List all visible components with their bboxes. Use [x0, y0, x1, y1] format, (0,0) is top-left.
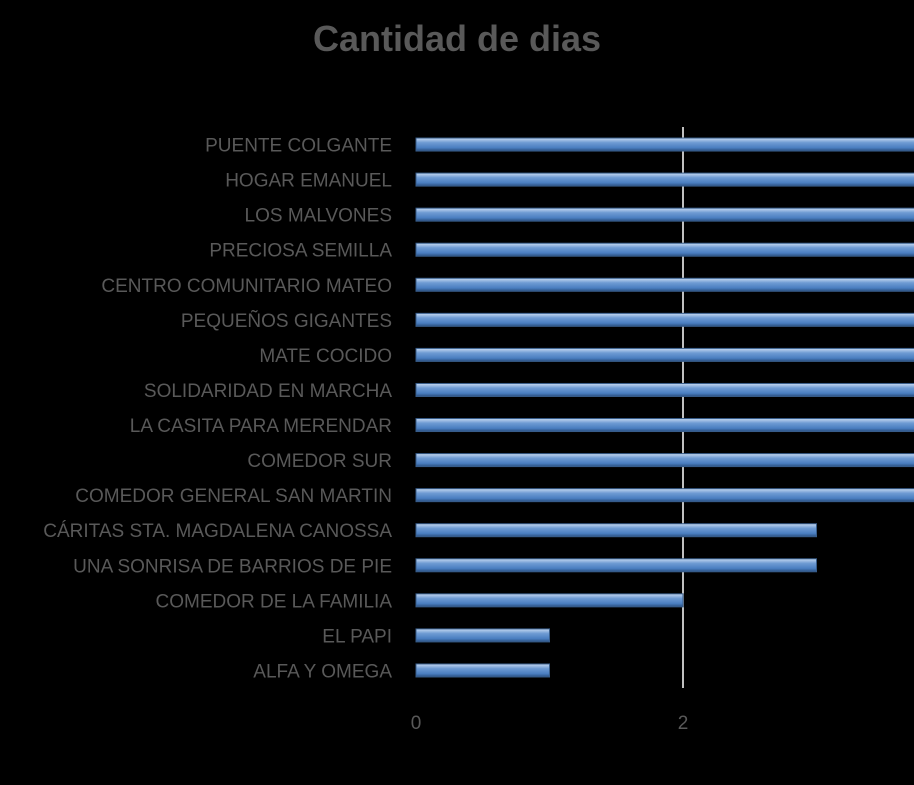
bar [415, 207, 914, 222]
category-label: ALFA Y OMEGA [253, 661, 392, 682]
chart-title: Cantidad de dias [312, 18, 602, 59]
bar [415, 347, 914, 362]
category-label: LA CASITA PARA MERENDAR [130, 416, 392, 437]
bar [415, 418, 914, 433]
category-label: HOGAR EMANUEL [225, 171, 392, 192]
category-label: MATE COCIDO [259, 346, 392, 367]
category-label: SOLIDARIDAD EN MARCHA [144, 381, 392, 402]
category-label: LOS MALVONES [245, 206, 392, 227]
category-label: PUENTE COLGANTE [205, 136, 392, 157]
bar [415, 382, 914, 397]
category-label: UNA SONRISA DE BARRIOS DE PIE [73, 556, 392, 577]
x-tick-label: 2 [678, 713, 689, 734]
bar [415, 453, 914, 468]
bar [415, 523, 817, 538]
category-label: PRECIOSA SEMILLA [209, 241, 392, 262]
x-tick-labels: 0246 [411, 713, 689, 734]
category-label: EL PAPI [322, 626, 392, 647]
category-label: COMEDOR GENERAL SAN MARTIN [75, 486, 392, 507]
bar [415, 242, 914, 257]
bars [415, 137, 914, 678]
bar [415, 277, 914, 292]
bar [415, 172, 914, 187]
bar [415, 312, 914, 327]
category-label: COMEDOR DE LA FAMILIA [156, 591, 393, 612]
bar [415, 593, 684, 608]
bar [415, 628, 550, 643]
bar [415, 137, 914, 152]
bar [415, 558, 817, 573]
bar [415, 663, 550, 678]
x-tick-label: 0 [411, 713, 422, 734]
category-label: COMEDOR SUR [247, 451, 392, 472]
category-label: CENTRO COMUNITARIO MATEO [101, 276, 392, 297]
bar [415, 488, 914, 503]
category-label: CÁRITAS STA. MAGDALENA CANOSSA [43, 521, 392, 542]
category-labels: PUENTE COLGANTE HOGAR EMANUEL LOS MALVONES… [43, 136, 392, 683]
category-label: PEQUEÑOS GIGANTES [181, 310, 392, 332]
